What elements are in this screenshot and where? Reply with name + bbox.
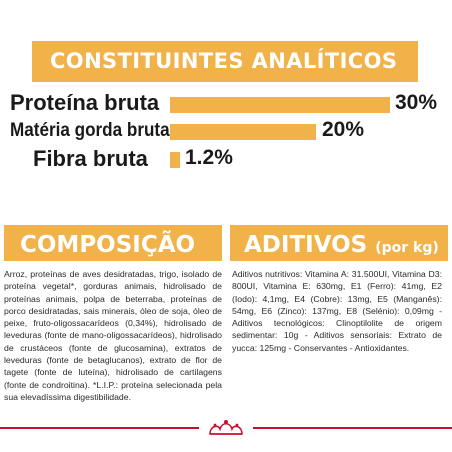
constituintes-title: CONSTITUINTES ANALÍTICOS (50, 49, 398, 73)
proteina-label: Proteína bruta (10, 90, 160, 115)
proteina-bar (170, 97, 390, 113)
aditivos-header: ADITIVOS (por kg) (230, 225, 448, 261)
crown-logo-svg (209, 420, 243, 435)
fibra-bar (170, 152, 180, 168)
proteina-value: 30% (395, 91, 438, 114)
materia-gorda-bar (170, 124, 316, 140)
aditivos-unit: (por kg) (375, 240, 439, 256)
composicao-header: COMPOSIÇÃO (4, 225, 222, 261)
constituintes-header: CONSTITUINTES ANALÍTICOS (32, 41, 418, 82)
fibra-value: 1.2% (185, 146, 233, 169)
aditivos-title: ADITIVOS (244, 232, 368, 258)
composicao-text: Arroz, proteínas de aves desidratadas, t… (4, 269, 222, 402)
composicao-title: COMPOSIÇÃO (20, 232, 196, 258)
materia-gorda-label: Matéria gorda bruta (10, 120, 170, 141)
materia-gorda-value: 20% (322, 118, 365, 141)
crown-logo-icon (199, 417, 253, 439)
fibra-label: Fibra bruta (33, 146, 148, 171)
aditivos-text: Aditivos nutritivos: Vitamina A: 31.500U… (232, 269, 442, 353)
